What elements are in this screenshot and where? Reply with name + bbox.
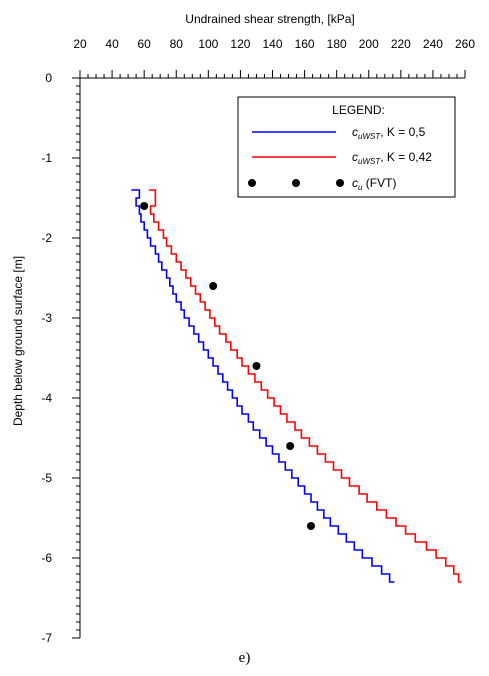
x-tick-label: 100 xyxy=(198,37,218,51)
y-tick-label: -1 xyxy=(41,151,52,165)
x-tick-label: 80 xyxy=(170,37,184,51)
x-tick-label: 120 xyxy=(230,37,250,51)
y-tick-label: -2 xyxy=(41,231,52,245)
y-tick-label: -7 xyxy=(41,631,52,645)
y-tick-label: -6 xyxy=(41,551,52,565)
x-tick-label: 160 xyxy=(295,37,315,51)
figure-caption: e) xyxy=(238,650,251,666)
x-tick-label: 20 xyxy=(73,37,87,51)
axes: 20 40 60 80 100 120 140 160 180 200 220 240 260 0 -1 -2… xyxy=(41,37,475,645)
data-point-fvt xyxy=(252,362,261,370)
legend-title: LEGEND: xyxy=(332,103,385,117)
data-point-fvt xyxy=(209,282,218,290)
legend-label-2: cuWST, K = 0,42 xyxy=(352,150,432,166)
x-tick-label: 260 xyxy=(455,37,475,51)
series-line-2 xyxy=(149,189,462,583)
legend-label-1: cuWST, K = 0,5 xyxy=(352,125,426,141)
y-tick-label: -4 xyxy=(41,391,52,405)
y-tick-label: -3 xyxy=(41,311,52,325)
y-tick-label: 0 xyxy=(45,71,52,85)
x-tick-label: 40 xyxy=(105,37,119,51)
x-tick-label: 140 xyxy=(262,37,282,51)
plot-area xyxy=(131,189,462,583)
legend: LEGEND: cuWST, K = 0,5 cuWST, K = 0,42 cu (… xyxy=(237,96,456,198)
legend-label-3: cu (FVT) xyxy=(352,176,396,192)
x-tick-label: 200 xyxy=(359,37,379,51)
legend-box xyxy=(237,96,456,198)
y-tick-label: -5 xyxy=(41,471,52,485)
legend-marker-fvt xyxy=(336,179,344,187)
legend-marker-fvt xyxy=(292,179,300,187)
x-axis-title: Undrained shear strength, [kPa] xyxy=(185,12,354,26)
x-tick-label: 220 xyxy=(391,37,411,51)
data-point-fvt xyxy=(307,522,315,530)
data-point-fvt xyxy=(286,442,295,450)
series-line-1 xyxy=(131,189,395,583)
x-tick-label: 240 xyxy=(423,37,443,51)
y-axis-title: Depth below ground surface [m] xyxy=(11,256,25,426)
x-tick-label: 180 xyxy=(327,37,347,51)
data-point-fvt xyxy=(140,202,149,210)
legend-marker-fvt xyxy=(248,179,256,187)
x-tick-label: 60 xyxy=(137,37,151,51)
